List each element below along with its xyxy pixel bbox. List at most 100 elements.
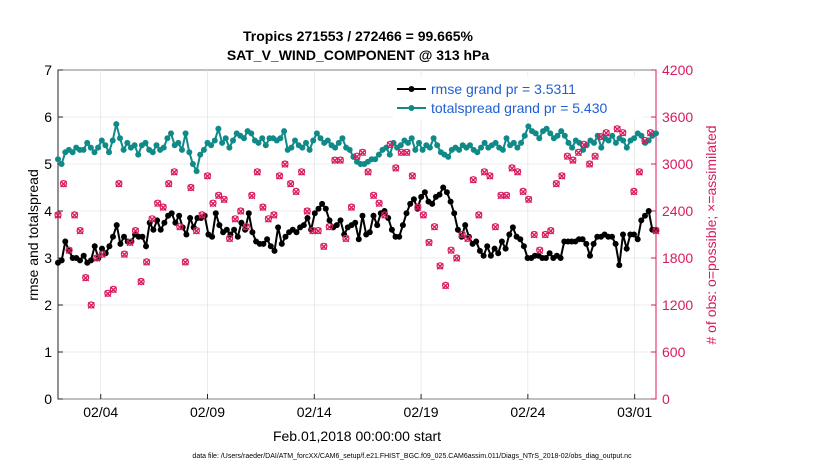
data-point — [335, 139, 342, 146]
data-point — [352, 219, 359, 226]
obs-possible-point — [203, 172, 212, 180]
obs-possible-point — [165, 180, 173, 188]
obs-assimilated-point — [392, 164, 400, 172]
obs-possible-point — [436, 262, 444, 270]
x-tick-label: 02/09 — [190, 404, 225, 420]
data-point — [135, 151, 142, 158]
data-point — [418, 193, 425, 200]
obs-assimilated-point — [109, 286, 117, 294]
legend-label-rmse: rmse grand pr = 3.5311 — [431, 81, 576, 97]
data-point — [91, 243, 98, 250]
data-point — [583, 240, 590, 247]
obs-assimilated-point — [469, 176, 477, 184]
legend-marker-rmse — [408, 86, 415, 92]
obs-assimilated-point — [82, 274, 90, 282]
data-point — [337, 217, 344, 224]
data-point — [532, 130, 539, 137]
data-point — [248, 130, 255, 137]
y-tick-label-right: 3000 — [662, 156, 693, 172]
data-point — [189, 161, 196, 167]
data-point — [150, 226, 157, 233]
data-point — [84, 139, 91, 146]
data-point — [565, 139, 572, 146]
y-tick-label-right: 600 — [662, 344, 686, 360]
obs-assimilated-point — [414, 203, 422, 211]
obs-possible-point — [375, 199, 383, 207]
obs-assimilated-point — [93, 254, 101, 262]
obs-assimilated-point — [652, 227, 660, 235]
data-point — [474, 149, 481, 156]
data-point — [271, 247, 278, 254]
data-point — [55, 156, 61, 163]
data-point — [267, 243, 274, 250]
data-point — [631, 135, 638, 142]
data-point — [405, 139, 411, 146]
data-point — [388, 226, 395, 233]
obs-possible-point — [403, 148, 411, 156]
obs-assimilated-point — [342, 235, 350, 243]
data-point — [222, 135, 229, 142]
data-point — [430, 135, 437, 142]
obs-possible-point — [242, 223, 250, 231]
data-point — [554, 132, 561, 139]
data-point — [209, 233, 216, 240]
obs-assimilated-point — [425, 239, 433, 247]
x-tick-label: 03/01 — [617, 404, 652, 420]
data-point — [645, 208, 652, 214]
obs-possible-point — [442, 281, 450, 289]
data-point — [579, 236, 586, 243]
data-point — [131, 142, 138, 149]
data-point — [262, 142, 269, 149]
obs-possible-point — [469, 176, 477, 184]
data-point — [77, 257, 83, 264]
data-point — [339, 135, 346, 142]
data-point — [200, 146, 207, 153]
obs-possible-point — [425, 238, 433, 246]
data-point — [359, 212, 366, 219]
obs-possible-point — [176, 223, 184, 231]
data-point — [226, 144, 233, 151]
y-axis-right: 0 600 1200 1800 2400 3000 3600 4200 — [651, 62, 693, 407]
data-point — [313, 130, 320, 137]
obs-assimilated-point — [552, 180, 560, 188]
obs-possible-point — [602, 129, 610, 137]
data-point — [215, 125, 222, 132]
obs-assimilated-point — [436, 262, 444, 270]
obs-possible-point — [591, 152, 599, 160]
obs-possible-point — [148, 215, 156, 223]
obs-assimilated-point — [104, 290, 112, 298]
obs-assimilated-point — [359, 149, 367, 157]
obs-possible-point — [275, 172, 284, 180]
y-tick-label-left: 6 — [44, 109, 52, 125]
data-point — [447, 198, 454, 205]
data-point — [521, 132, 528, 139]
data-point — [182, 130, 189, 137]
obs-possible-point — [292, 187, 300, 195]
x-axis: 02/04 02/09 02/14 02/19 02/24 03/01 — [83, 394, 652, 420]
data-point — [476, 247, 483, 254]
obs-possible-point — [491, 223, 499, 231]
data-point — [113, 222, 120, 229]
y-tick-label-left: 4 — [44, 203, 52, 219]
data-point — [91, 149, 98, 156]
data-point — [473, 238, 480, 245]
obs-assimilated-point — [442, 282, 450, 290]
obs-possible-point — [536, 246, 544, 254]
data-point — [120, 146, 127, 153]
legend: rmse grand pr = 3.5311 totalspread grand… — [393, 77, 643, 119]
obs-assimilated-point — [486, 172, 494, 180]
data-point — [102, 142, 109, 149]
data-point — [612, 240, 619, 247]
data-point — [223, 226, 230, 233]
obs-assimilated-point — [630, 188, 638, 196]
obs-assimilated-point — [591, 153, 599, 161]
series-3 — [54, 102, 660, 309]
obs-possible-point — [646, 129, 655, 137]
data-point — [153, 142, 160, 149]
series-1 — [55, 121, 659, 175]
obs-assimilated-point — [458, 231, 466, 239]
obs-assimilated-point — [159, 203, 167, 211]
obs-assimilated-point — [619, 129, 627, 137]
obs-possible-point — [320, 242, 328, 250]
data-point — [259, 135, 266, 142]
